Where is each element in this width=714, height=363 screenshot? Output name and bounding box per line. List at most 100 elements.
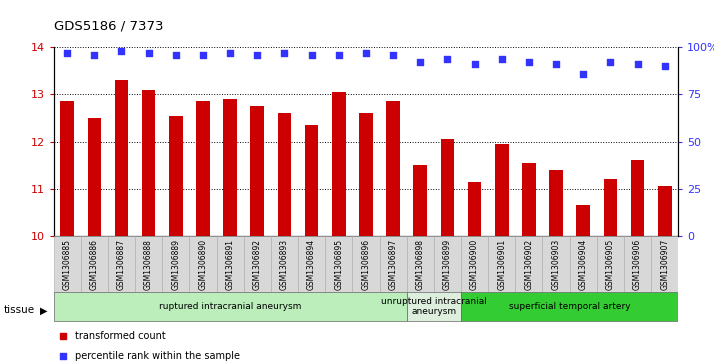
Point (224, 50, 236, 56)
Bar (108, 236, 135, 294)
Bar (359, 113, 373, 236)
Point (578, 71, 589, 77)
Bar (576, 205, 590, 236)
Bar (543, 236, 570, 294)
Text: GSM1306885: GSM1306885 (63, 239, 71, 290)
Point (116, 48, 127, 54)
Point (278, 50, 290, 56)
Point (197, 52, 208, 58)
Text: superficial temporal artery: superficial temporal artery (509, 302, 630, 311)
Bar (352, 236, 380, 294)
Bar (81, 236, 108, 294)
Bar (325, 236, 352, 294)
Text: GSM1306904: GSM1306904 (579, 239, 588, 290)
Bar (223, 99, 237, 236)
Bar (549, 170, 563, 236)
Bar (624, 236, 651, 294)
Bar (88, 118, 101, 236)
Text: ruptured intracranial aneurysm: ruptured intracranial aneurysm (159, 302, 301, 311)
Text: GSM1306903: GSM1306903 (552, 239, 560, 290)
Point (251, 52, 263, 58)
Bar (251, 106, 264, 236)
Bar (115, 80, 129, 236)
Bar (597, 236, 624, 294)
Text: GSM1306902: GSM1306902 (524, 239, 533, 290)
Bar (305, 125, 318, 236)
Point (333, 52, 344, 58)
Bar (216, 236, 243, 294)
Bar (603, 179, 617, 236)
Bar (278, 113, 291, 236)
Point (306, 52, 317, 58)
Text: GDS5186 / 7373: GDS5186 / 7373 (54, 20, 163, 33)
Text: tissue: tissue (4, 305, 35, 315)
Text: GSM1306887: GSM1306887 (117, 239, 126, 290)
Bar (189, 236, 216, 294)
Point (659, 63, 670, 69)
Text: percentile rank within the sample: percentile rank within the sample (76, 351, 241, 361)
Bar (407, 236, 434, 294)
Bar (658, 186, 671, 236)
Text: GSM1306897: GSM1306897 (388, 239, 398, 290)
Bar (522, 163, 536, 236)
Point (89, 52, 100, 58)
Point (605, 60, 616, 65)
Point (442, 56, 453, 61)
Text: GSM1306894: GSM1306894 (307, 239, 316, 290)
Point (61, 50, 73, 56)
Bar (651, 236, 678, 294)
Point (632, 61, 643, 67)
Bar (135, 236, 162, 294)
Text: GSM1306890: GSM1306890 (198, 239, 208, 290)
Bar (495, 144, 508, 236)
Point (57, 353, 69, 359)
Text: GSM1306889: GSM1306889 (171, 239, 180, 290)
Text: ▶: ▶ (40, 305, 48, 315)
Text: GSM1306892: GSM1306892 (253, 239, 262, 290)
Text: GSM1306900: GSM1306900 (470, 239, 479, 290)
Text: transformed count: transformed count (76, 331, 166, 341)
Point (57, 333, 69, 339)
Bar (162, 236, 189, 294)
Bar (488, 236, 516, 294)
Bar (441, 139, 454, 236)
Bar (142, 90, 156, 236)
Bar (196, 101, 210, 236)
Bar (271, 236, 298, 294)
Bar (461, 292, 678, 322)
Bar (468, 182, 481, 236)
Bar (570, 236, 597, 294)
Point (415, 60, 426, 65)
Text: GSM1306906: GSM1306906 (633, 239, 642, 290)
Point (388, 52, 399, 58)
Point (361, 50, 372, 56)
Bar (407, 292, 461, 322)
Text: unruptured intracranial
aneurysm: unruptured intracranial aneurysm (381, 297, 487, 317)
Point (496, 56, 508, 61)
Point (550, 61, 562, 67)
Bar (298, 236, 325, 294)
Bar (54, 292, 407, 322)
Point (170, 52, 181, 58)
Text: GSM1306898: GSM1306898 (416, 239, 425, 290)
Text: GSM1306888: GSM1306888 (144, 239, 153, 290)
Bar (630, 160, 644, 236)
Point (523, 60, 535, 65)
Bar (169, 115, 183, 236)
Point (469, 61, 481, 67)
Bar (332, 92, 346, 236)
Text: GSM1306886: GSM1306886 (90, 239, 99, 290)
Bar (380, 236, 407, 294)
Bar (386, 101, 400, 236)
Point (143, 50, 154, 56)
Bar (461, 236, 488, 294)
Text: GSM1306901: GSM1306901 (497, 239, 506, 290)
Text: GSM1306895: GSM1306895 (334, 239, 343, 290)
Bar (61, 101, 74, 236)
Text: GSM1306891: GSM1306891 (226, 239, 235, 290)
Text: GSM1306896: GSM1306896 (361, 239, 371, 290)
Bar (54, 236, 81, 294)
Bar (413, 165, 427, 236)
Text: GSM1306907: GSM1306907 (660, 239, 669, 290)
Bar (516, 236, 543, 294)
